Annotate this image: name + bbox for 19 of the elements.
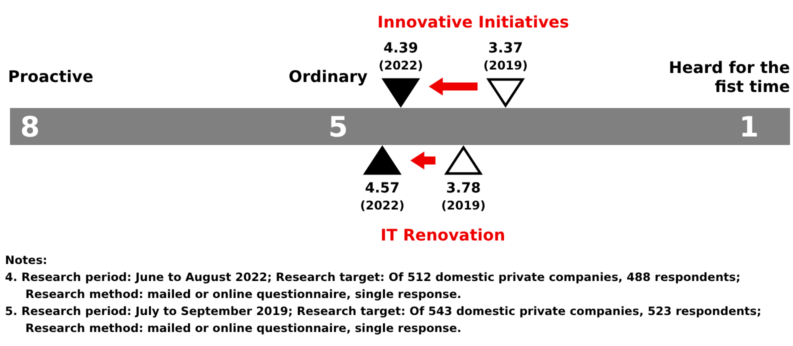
annotation: Notes: bbox=[5, 253, 48, 267]
annotation: Proactive bbox=[8, 67, 94, 86]
annotation: 4. Research period: June to August 2022; Research target: Of 512 domestic private companies, 488 respondents; Research method: mailed or online questionnaire, single response. bbox=[5, 270, 740, 301]
annotation: (2022) bbox=[378, 58, 423, 72]
x-tick-label: 1 bbox=[739, 110, 759, 144]
annotation: 5. Research period: July to September 2019; Research target: Of 543 domestic private companies, 523 respondents; Research method: mailed or online questionnaire, single response. bbox=[5, 304, 762, 335]
annotation: Ordinary bbox=[288, 67, 368, 86]
data-label: 3.37 bbox=[488, 40, 523, 56]
data-label: 4.39 bbox=[384, 40, 418, 56]
y-tick-label: IT Renovation bbox=[380, 226, 506, 244]
y-tick-label: Innovative Initiatives bbox=[377, 12, 570, 32]
annotation: (2022) bbox=[360, 198, 404, 212]
annotation: (2019) bbox=[483, 58, 528, 72]
annotation: (2019) bbox=[441, 198, 486, 212]
x-tick-label: 8 bbox=[20, 110, 40, 144]
annotation: Heard for the fist time bbox=[668, 58, 790, 96]
x-tick-label: 5 bbox=[328, 110, 348, 144]
data-label: 3.78 bbox=[446, 180, 481, 196]
data-label: 4.57 bbox=[365, 180, 400, 196]
